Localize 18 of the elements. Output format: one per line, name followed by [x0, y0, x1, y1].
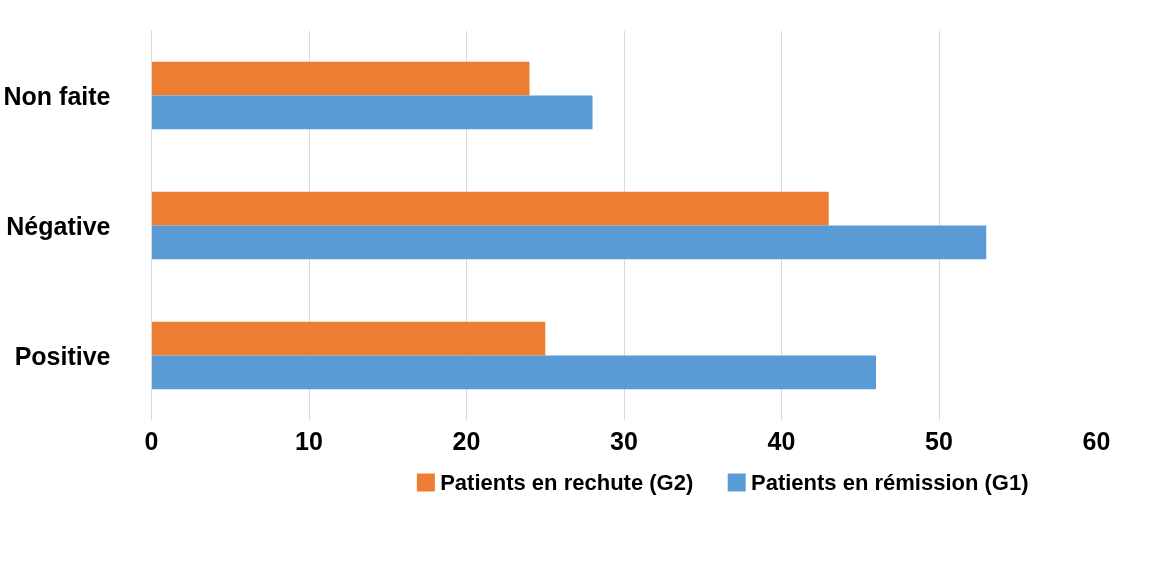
y-tick-label: Positive	[14, 341, 111, 370]
bar	[151, 61, 530, 96]
x-tick-label: 10	[295, 426, 323, 455]
bar	[151, 355, 876, 390]
y-tick-label: Négative	[6, 211, 111, 240]
bar	[151, 321, 546, 356]
x-tick-label: 0	[144, 426, 159, 455]
y-tick-label: Non faite	[3, 81, 111, 110]
bar	[151, 191, 829, 226]
legend-label: Patients en rechute (G2)	[440, 470, 694, 495]
bar	[151, 95, 593, 130]
bar	[151, 225, 987, 260]
x-tick-label: 30	[610, 426, 638, 455]
legend-label: Patients en rémission (G1)	[751, 470, 1029, 495]
x-tick-label: 50	[925, 426, 953, 455]
x-tick-label: 20	[452, 426, 481, 455]
x-tick-label: 40	[767, 426, 796, 455]
x-tick-label: 60	[1082, 426, 1111, 455]
